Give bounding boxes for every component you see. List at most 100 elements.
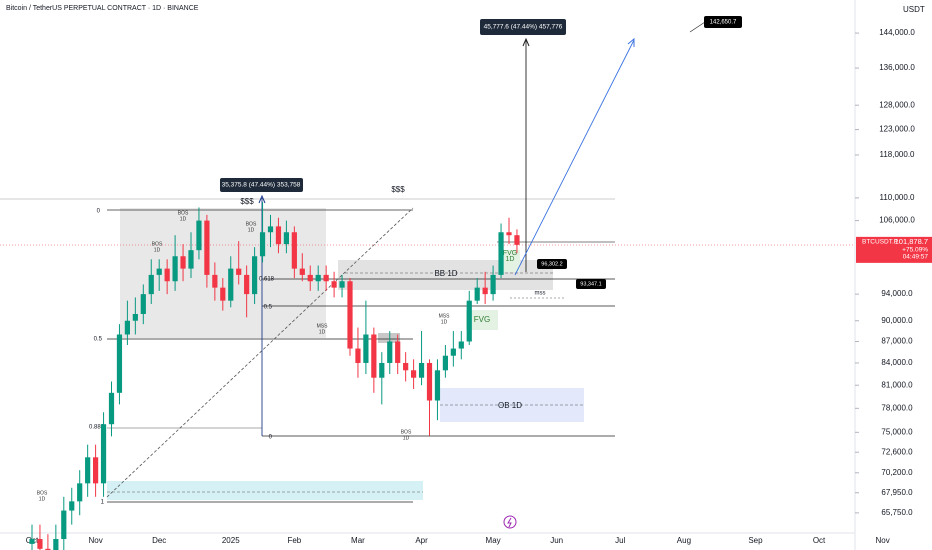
candle-body — [204, 220, 210, 275]
y-tick-label: 136,000.0 — [879, 63, 915, 72]
tag-label: 1D — [39, 496, 46, 502]
callout-line — [689, 21, 706, 33]
x-tick-label: Jul — [615, 536, 625, 545]
candle-body — [267, 226, 274, 233]
candle-body — [196, 220, 202, 251]
measure-box — [480, 19, 566, 35]
candle-body — [395, 341, 401, 363]
last-price-label: 101,878.7 — [895, 237, 928, 246]
candle-body — [426, 362, 433, 401]
tag-label: 1D — [319, 329, 326, 335]
axis-unit: USDT — [903, 5, 925, 14]
candle-body — [434, 370, 441, 401]
tag-label: 1D — [180, 216, 187, 222]
drawings — [0, 0, 856, 550]
fvg-box — [500, 250, 520, 272]
candle-body — [93, 457, 99, 484]
candle-body — [379, 362, 385, 378]
candle-body — [411, 370, 417, 378]
candle-body — [371, 334, 377, 378]
candle-body — [474, 287, 480, 301]
candle-body — [100, 424, 107, 484]
candle-body — [37, 539, 43, 549]
price-tag-box — [704, 16, 742, 28]
event-icon[interactable] — [503, 515, 517, 529]
candle-body — [132, 313, 138, 321]
candle-body — [85, 457, 91, 484]
tag-label: FVG — [503, 250, 517, 257]
last-price-symbol: BTCUSDT.P — [862, 239, 898, 246]
candle-body — [387, 341, 393, 363]
tag-label: BOS — [246, 221, 257, 227]
candles — [29, 201, 520, 550]
candle-body — [482, 287, 488, 295]
candle-body — [45, 548, 51, 550]
tag-label: BOS — [178, 210, 189, 216]
y-tick-label: 67,950.0 — [881, 488, 913, 497]
annotation: 0.5 — [94, 337, 103, 343]
tag-label: BOS — [152, 241, 163, 247]
x-tick-label: Sep — [748, 536, 763, 545]
candle-body — [108, 392, 115, 425]
annotation: 0.5 — [264, 305, 273, 311]
y-tick-label: 110,000.0 — [880, 193, 916, 202]
y-tick-label: 78,000.0 — [881, 403, 913, 412]
candle-body — [140, 294, 146, 314]
chart-title: Bitcoin / TetherUS PERPETUAL CONTRACT · … — [6, 5, 199, 12]
candle-body — [259, 232, 266, 257]
candle-body — [347, 281, 353, 349]
tag-label: 1D — [248, 227, 255, 233]
measure-label: 35,375.8 (47.44%) 353,758 — [222, 182, 301, 189]
x-tick-label: Aug — [677, 536, 691, 545]
price-tag: 93,347.1 — [580, 281, 601, 287]
y-tick-label: 123,000.0 — [879, 125, 915, 134]
candle-body — [212, 274, 218, 288]
candle-body — [275, 226, 282, 245]
annotation: $$$ — [391, 185, 405, 194]
y-tick-label: 128,000.0 — [879, 100, 915, 109]
candle-body — [164, 268, 170, 282]
measure-box — [220, 178, 303, 192]
candle-body — [299, 268, 305, 275]
candle-body — [450, 348, 456, 356]
candle-body — [363, 334, 369, 363]
candle-body — [148, 274, 154, 295]
annotation: $$$ — [240, 197, 254, 206]
tag-label: 1D — [403, 435, 410, 441]
candle-body — [180, 256, 186, 269]
x-tick-label: Dec — [152, 536, 166, 545]
annotation: BB 1D — [434, 269, 457, 278]
event-icon-bolt — [507, 517, 512, 528]
arrow-head — [258, 194, 266, 204]
annotation: 1 — [101, 500, 105, 506]
y-tick-label: 94,000.0 — [881, 289, 913, 298]
measure-label: 45,777.6 (47.44%) 457,776 — [484, 24, 563, 31]
y-tick-label: 87,000.0 — [881, 337, 913, 346]
projection-line — [514, 39, 635, 276]
tag-label: MSS — [439, 313, 451, 319]
price-tag: 96,302.2 — [541, 261, 562, 267]
candle-body — [116, 334, 123, 393]
candle-body — [355, 348, 361, 363]
y-tick-label: 118,000.0 — [880, 150, 916, 159]
x-tick-label: Feb — [287, 536, 301, 545]
candle-body — [252, 256, 258, 295]
x-tick-label: Nov — [876, 536, 890, 545]
candle-body — [506, 232, 512, 236]
candle-body — [172, 256, 178, 282]
annotation: OB 1D — [498, 401, 522, 410]
y-tick-label: 106,000.0 — [879, 216, 915, 225]
demand-box — [107, 481, 423, 500]
tag-label: BOS — [37, 490, 48, 496]
candle-body — [69, 501, 75, 511]
x-tick-label: Mar — [351, 536, 365, 545]
annotation: 0 — [97, 209, 101, 215]
candle-body — [29, 539, 35, 544]
annotation: FVG — [474, 315, 490, 324]
candle-body — [228, 268, 234, 301]
price-tag: 142,650.7 — [710, 20, 737, 26]
candle-body — [283, 232, 289, 245]
last-price-change: +75.09% — [902, 247, 928, 254]
range-box — [120, 208, 326, 338]
